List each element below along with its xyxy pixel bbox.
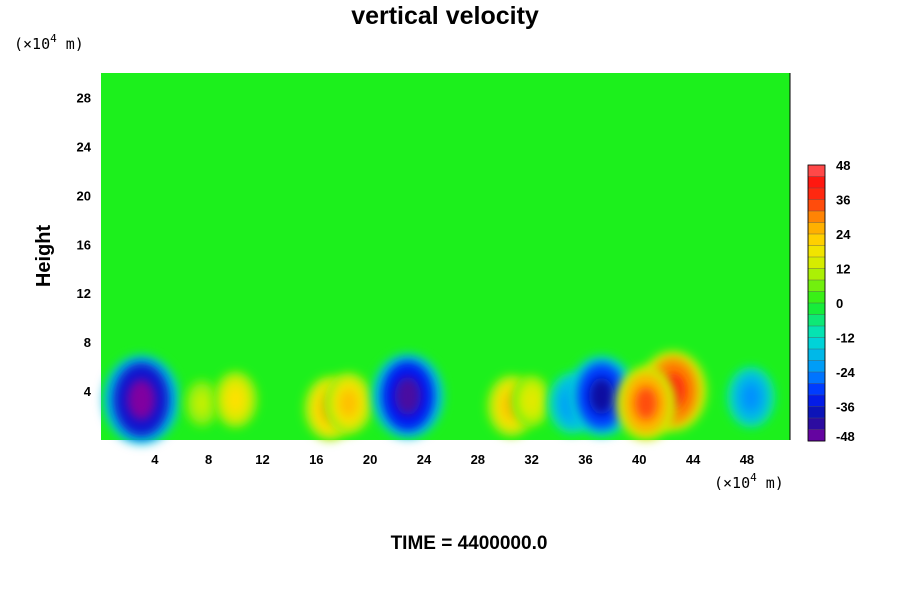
y-tick-label: 16	[77, 237, 91, 252]
heatmap-cell-core	[634, 386, 658, 420]
x-tick-label: 28	[471, 452, 485, 467]
colorbar-tick-label: 36	[836, 193, 850, 208]
x-tick-label: 36	[578, 452, 592, 467]
x-tick-label: 20	[363, 452, 377, 467]
colorbar-segment	[807, 325, 826, 339]
heatmap-cell-core	[195, 392, 209, 415]
x-tick-label: 40	[632, 452, 646, 467]
x-tick-label: 32	[524, 452, 538, 467]
colorbar-segment	[807, 256, 826, 270]
y-tick-label: 8	[84, 335, 91, 350]
colorbar-tick-labels: 48 36 24 12 0 -12 -24 -36 -48	[836, 158, 856, 444]
colorbar-segment	[807, 429, 826, 442]
colorbar-segment	[807, 164, 826, 178]
colorbar-tick-label: 24	[836, 227, 851, 242]
colorbar-segment	[807, 245, 826, 258]
x-tick-label: 8	[205, 452, 212, 467]
heatmap-cell-core	[589, 377, 615, 415]
colorbar-segment	[807, 222, 826, 235]
y-axis-label: Height	[33, 225, 55, 288]
x-tick-label: 12	[255, 452, 269, 467]
x-axis-unit: (×104 m)	[714, 471, 784, 492]
colorbar-segment	[807, 406, 826, 419]
colorbar-tick-label: -36	[836, 400, 855, 415]
colorbar-frame	[807, 164, 826, 442]
colorbar-segment	[807, 187, 826, 201]
x-tick-label: 44	[686, 452, 701, 467]
colorbar-segment	[807, 314, 826, 327]
x-tick-label: 48	[740, 452, 754, 467]
colorbar-segment	[807, 279, 826, 293]
y-axis-ticks: 4 8 12 16 20 24 28	[77, 90, 92, 399]
colorbar-segment	[807, 210, 826, 224]
colorbar-segment	[807, 268, 826, 281]
colorbar-segment	[807, 176, 826, 189]
colorbar-segment	[807, 394, 826, 408]
colorbar-tick-label: 0	[836, 296, 843, 311]
colorbar-segment	[807, 371, 826, 385]
y-axis-unit: (×104 m)	[14, 32, 84, 53]
colorbar-segment	[807, 302, 826, 316]
heatmap-cell-core	[227, 386, 244, 413]
colorbar-tick-label: -12	[836, 331, 855, 346]
colorbar-segment	[807, 337, 826, 350]
heatmap-cell-core	[127, 379, 156, 421]
heatmap-cell-core	[394, 376, 422, 416]
colorbar-segment	[807, 360, 826, 373]
colorbar-tick-label: 12	[836, 262, 850, 277]
chart-title: vertical velocity	[351, 2, 539, 30]
y-tick-label: 24	[77, 139, 92, 154]
heatmap-cell-core	[339, 389, 358, 418]
x-tick-label: 4	[151, 452, 159, 467]
heatmap-plot-area	[101, 73, 791, 445]
y-tick-label: 4	[84, 384, 92, 399]
colorbar-tick-label: -24	[836, 365, 856, 380]
heatmap-cell-core	[741, 383, 761, 412]
heatmap-cell-core	[524, 388, 539, 413]
x-axis-ticks: 4 8 12 16 20 24 28 32 36 40 44 48	[151, 452, 754, 467]
colorbar-segment	[807, 348, 826, 362]
colorbar-segment	[807, 233, 826, 247]
colorbar-segment	[807, 417, 826, 431]
x-tick-label: 24	[417, 452, 432, 467]
y-tick-label: 28	[77, 90, 91, 105]
colorbar-tick-label: -48	[836, 429, 855, 444]
y-tick-label: 12	[77, 286, 91, 301]
colorbar-segment	[807, 291, 826, 304]
colorbar-segment	[807, 383, 826, 396]
colorbar-tick-label: 48	[836, 158, 850, 173]
colorbar	[807, 164, 826, 442]
heatmap-field	[103, 351, 776, 445]
colorbar-segment	[807, 199, 826, 212]
y-tick-label: 20	[77, 188, 91, 203]
x-tick-label: 16	[309, 452, 323, 467]
time-label: TIME = 4400000.0	[391, 533, 548, 554]
